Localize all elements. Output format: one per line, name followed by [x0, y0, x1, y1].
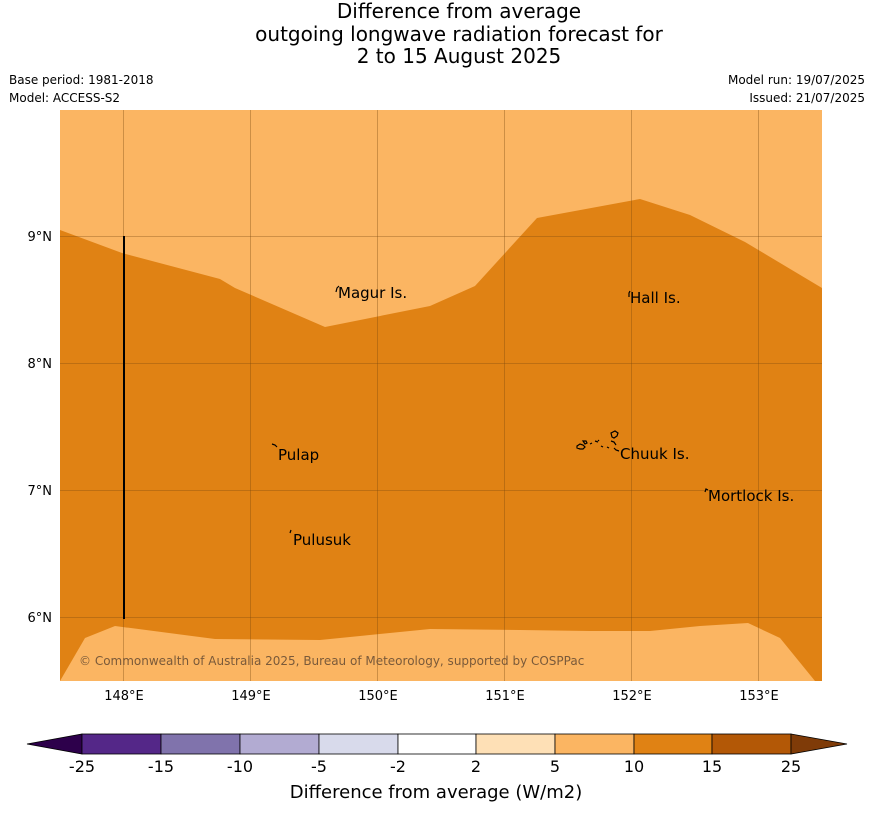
map-title: Difference from average outgoing longwav…: [0, 0, 873, 68]
colorbar-extend-low: [26, 733, 83, 755]
y-tick-9n: 9°N: [28, 230, 53, 245]
colorbar-segment-5: [397, 733, 477, 755]
title-line-2: outgoing longwave radiation forecast for: [255, 21, 663, 46]
colorbar-tick: 2: [471, 757, 481, 776]
x-tick-152: 152°E: [612, 689, 652, 704]
colorbar: -25 -15 -10 -5 -2 2 5 10 15 25 Differenc…: [26, 733, 848, 803]
place-label-pulusuk: Pulusuk: [293, 531, 351, 549]
y-axis-ticks: 9°N 8°N 7°N 6°N: [28, 230, 53, 626]
colorbar-segment-8: [633, 733, 713, 755]
copyright-notice: © Commonwealth of Australia 2025, Bureau…: [79, 654, 584, 668]
x-tick-148: 148°E: [104, 689, 144, 704]
colorbar-tick: -10: [227, 757, 253, 776]
place-label-magur: Magur Is.: [338, 284, 407, 302]
colorbar-segment-2: [160, 733, 241, 755]
colorbar-extend-high: [790, 733, 848, 755]
pulap-island-shape: [271, 443, 278, 448]
hall-island-shape: [628, 290, 631, 297]
colorbar-segment-4: [318, 733, 399, 755]
x-tick-153: 153°E: [739, 689, 779, 704]
gridlines: [60, 110, 822, 681]
y-tick-7n: 7°N: [28, 484, 53, 499]
colorbar-segment-3: [239, 733, 320, 755]
x-axis-ticks: 148°E 149°E 150°E 151°E 152°E 153°E: [104, 689, 779, 704]
place-label-mortlock: Mortlock Is.: [708, 487, 794, 505]
chuuk-island-shapes: [576, 430, 620, 452]
pulusuk-island-shape: [289, 529, 292, 534]
place-label-hall: Hall Is.: [630, 289, 681, 307]
place-label-chuuk: Chuuk Is.: [620, 445, 689, 463]
colorbar-tick: 25: [781, 757, 801, 776]
title-line-3: 2 to 15 August 2025: [356, 44, 562, 68]
meta-right: Model run: 19/07/2025 Issued: 21/07/2025: [728, 71, 865, 107]
colorbar-segment-7: [554, 733, 635, 755]
colorbar-tick: 5: [550, 757, 560, 776]
colorbar-segment-1: [81, 733, 162, 755]
base-period: Base period: 1981-2018: [9, 73, 154, 87]
title-line-1: Difference from average: [336, 0, 582, 23]
colorbar-tick: -25: [69, 757, 95, 776]
island-markers: [271, 285, 709, 534]
colorbar-tick: -2: [390, 757, 406, 776]
issued-date: Issued: 21/07/2025: [749, 91, 865, 105]
y-tick-8n: 8°N: [28, 357, 53, 372]
mortlock-island-shape: [704, 488, 709, 493]
x-tick-149: 149°E: [231, 689, 271, 704]
magur-island-shape: [335, 285, 340, 293]
place-label-pulap: Pulap: [278, 446, 319, 464]
map-region-dark: [60, 199, 822, 681]
y-tick-6n: 6°N: [28, 611, 53, 626]
x-tick-151: 151°E: [485, 689, 525, 704]
colorbar-label: Difference from average (W/m2): [290, 782, 582, 803]
meta-left: Base period: 1981-2018 Model: ACCESS-S2: [9, 71, 154, 107]
colorbar-segment-6: [475, 733, 556, 755]
x-tick-150: 150°E: [358, 689, 398, 704]
model-run: Model run: 19/07/2025: [727, 73, 865, 87]
model-name: Model: ACCESS-S2: [9, 91, 121, 105]
colorbar-tick: -5: [311, 757, 327, 776]
colorbar-tick: -15: [148, 757, 174, 776]
colorbar-segment-9: [711, 733, 792, 755]
colorbar-tick: 15: [702, 757, 722, 776]
colorbar-tick: 10: [624, 757, 644, 776]
